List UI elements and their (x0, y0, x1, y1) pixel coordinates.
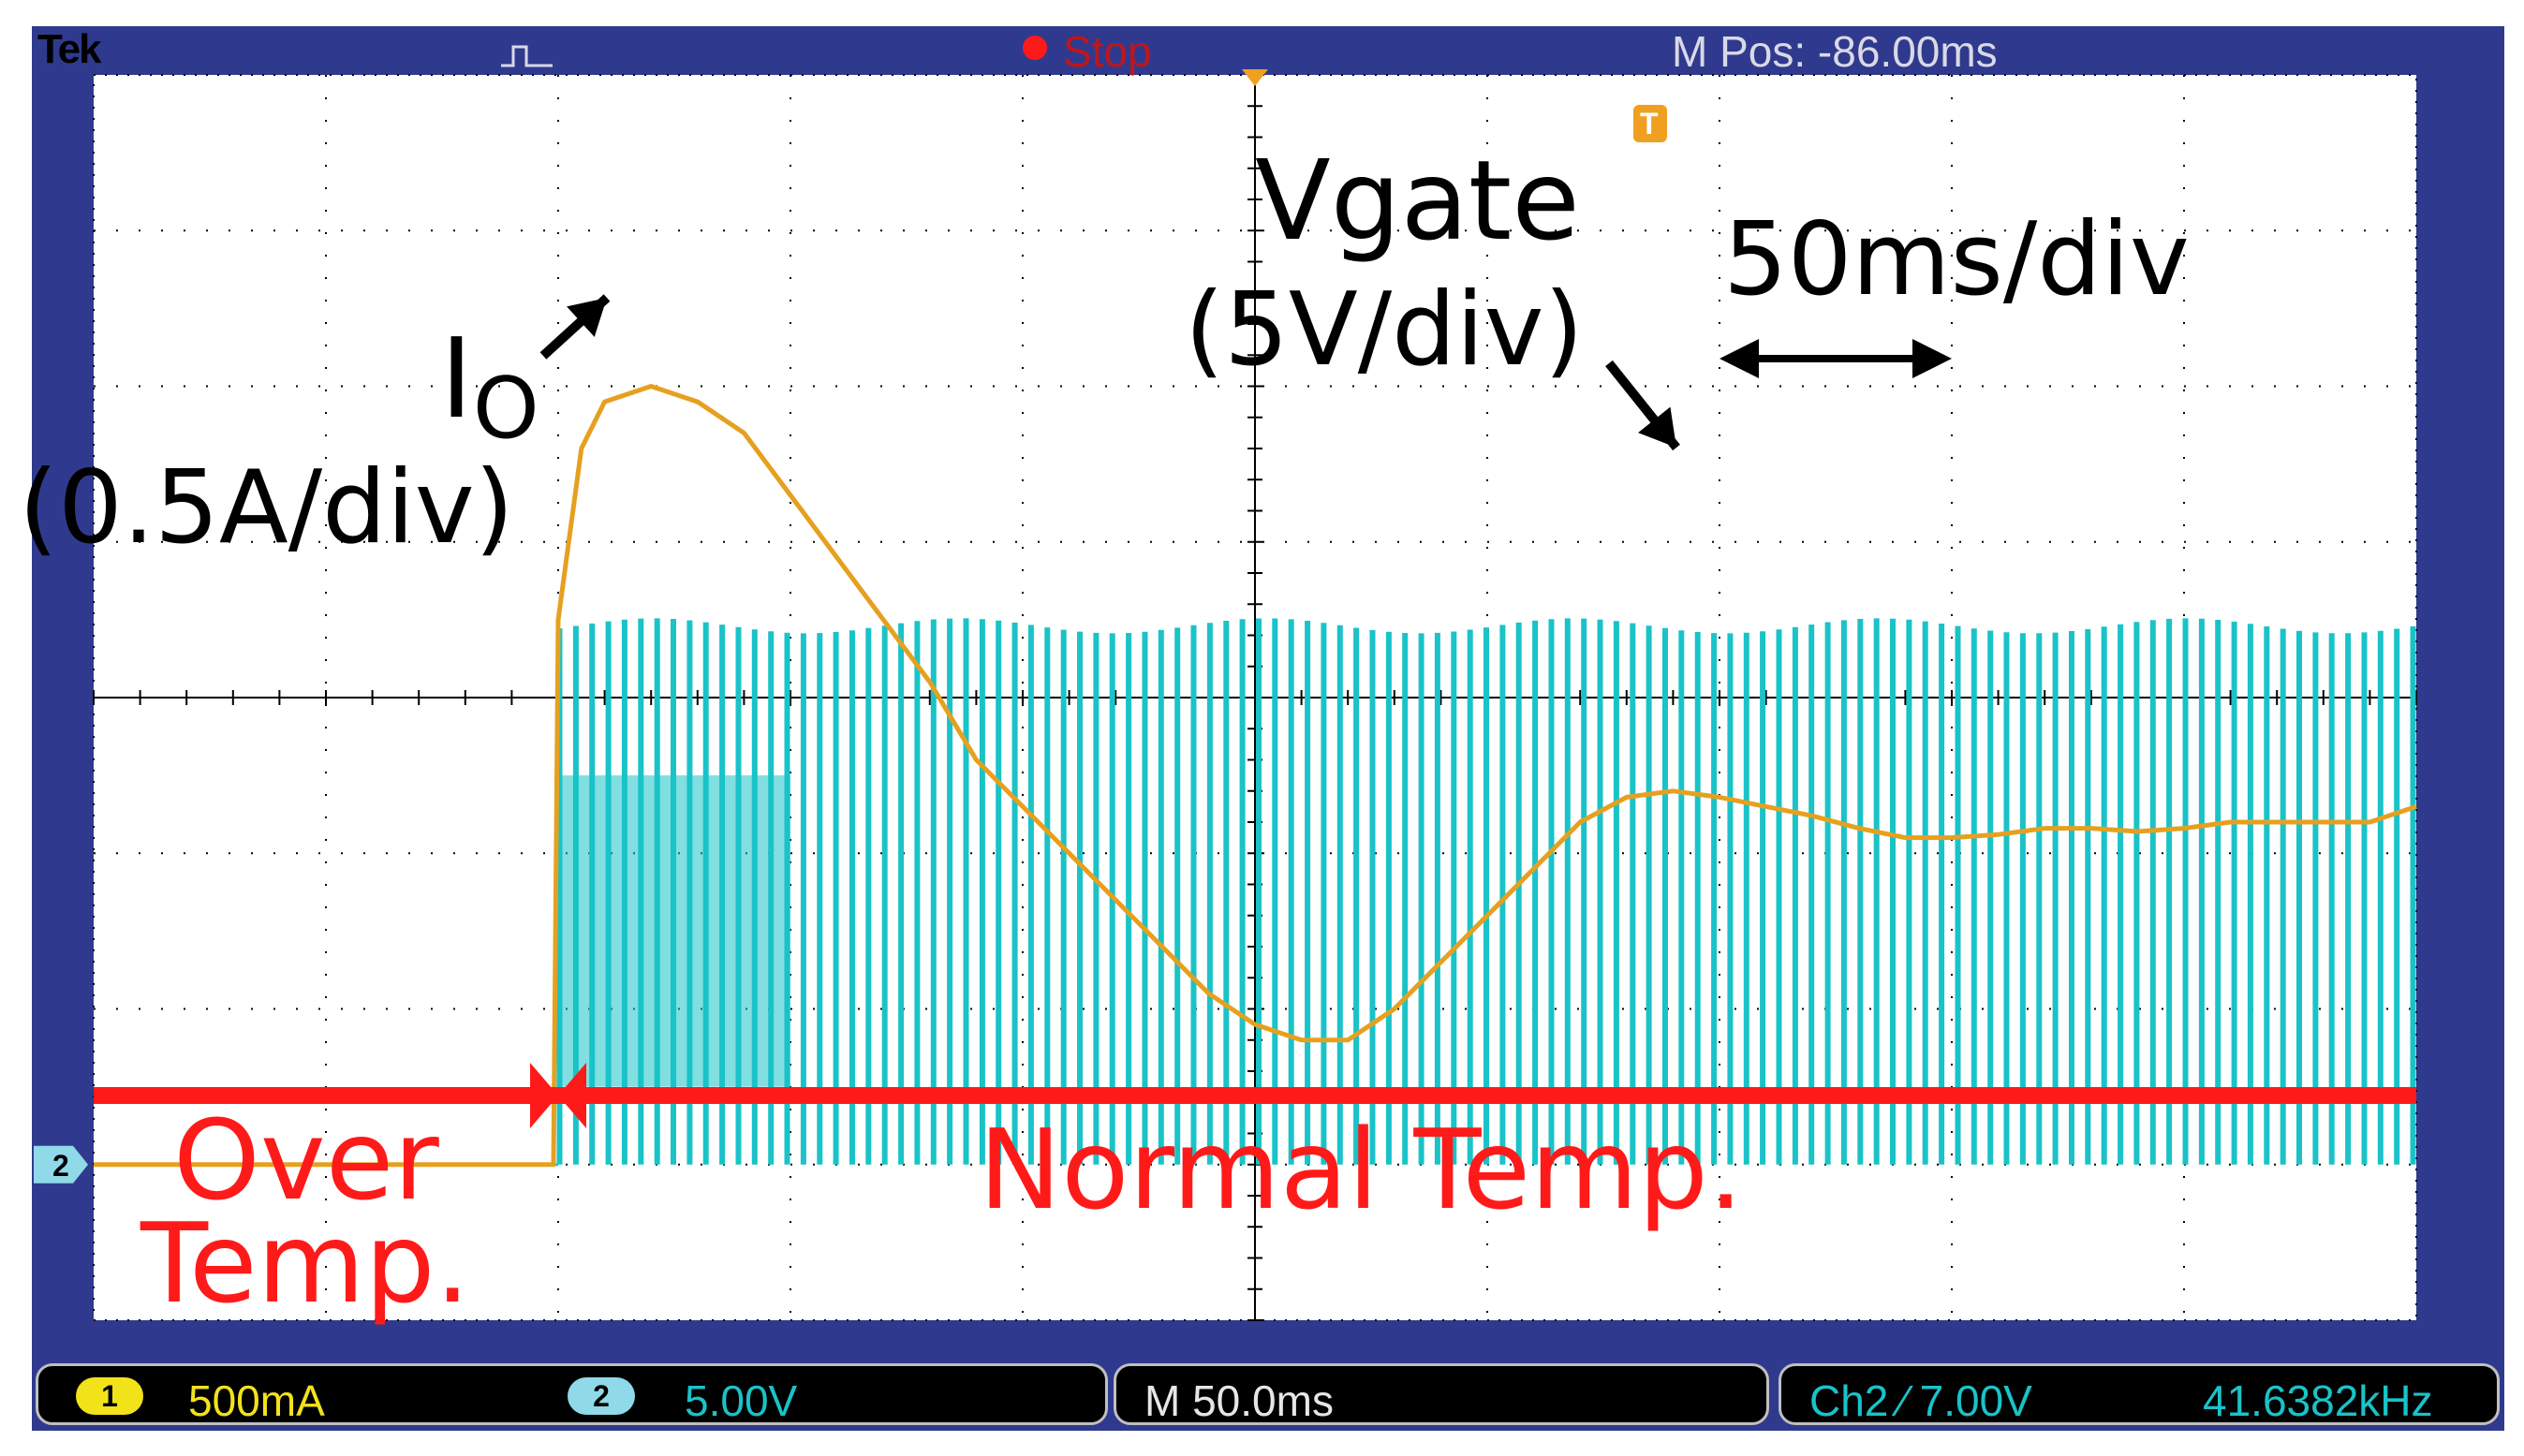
normal-temp-arrowhead (558, 1063, 586, 1128)
timebase-arrow-right-head (1912, 339, 1952, 378)
vgate-trace (94, 618, 2416, 1167)
io-scale-label: (0.5A/div) (19, 449, 514, 566)
trigger-setting: Ch2 ⁄ 7.00V (1809, 1376, 2032, 1425)
ch2-ground-marker-label: 2 (52, 1149, 69, 1183)
ch2-ground-marker (34, 1145, 88, 1184)
markers: 2T (34, 45, 1667, 1184)
pulse-glyph-icon (501, 45, 553, 67)
vgate-label: Vgate (1255, 136, 1580, 265)
over-temp-label-line1: Over (173, 1096, 439, 1225)
vgate-arrow-head (1638, 406, 1676, 448)
io-label-main: I (440, 314, 473, 443)
io-arrow-head (567, 298, 607, 337)
vgate-dense-band (558, 775, 790, 1087)
trigger-marker-icon (1633, 105, 1667, 142)
bottom-status-bar: 1 500mA 2 5.00V M 50.0ms Ch2 ⁄ 7.00V 41.… (32, 1358, 2504, 1431)
io-label-subscript: O (472, 360, 539, 458)
ch1-badge[interactable]: 1 (76, 1377, 143, 1415)
timebase-panel: M 50.0ms (1114, 1363, 1769, 1425)
channel-scale-panel: 1 500mA 2 5.00V (36, 1363, 1108, 1425)
tek-logo: Tek (37, 26, 102, 72)
over-temp-arrowhead (530, 1063, 558, 1128)
ch2-scale: 5.00V (685, 1376, 798, 1425)
timebase-value: M 50.0ms (1144, 1376, 1334, 1425)
horizontal-position: M Pos: -86.00ms (1672, 27, 1998, 76)
stop-indicator-icon (1023, 36, 1047, 60)
trigger-marker-label: T (1640, 107, 1659, 140)
io-curve (94, 384, 2417, 1168)
vgate-scale-label: (5V/div) (1185, 272, 1584, 389)
trigger-panel: Ch2 ⁄ 7.00V 41.6382kHz (1779, 1363, 2500, 1425)
vgate-pulses (556, 618, 2416, 1165)
horizontal-position-marker (1242, 69, 1268, 86)
annotation-arrows (539, 294, 1952, 451)
normal-temp-label: Normal Temp. (979, 1105, 1744, 1234)
io-trace (94, 384, 2417, 1168)
temperature-region-bar (94, 1063, 2416, 1128)
timebase-arrow-left-head (1720, 339, 1759, 378)
over-temp-label-line2: Temp. (140, 1199, 470, 1328)
acquisition-status: Stop (1063, 27, 1152, 76)
timebase-annotation: 50ms/div (1723, 201, 2190, 318)
ch1-scale: 500mA (188, 1376, 325, 1425)
io-label: IO (440, 314, 539, 458)
temp-bar-line (94, 1087, 2416, 1104)
frequency-readout: 41.6382kHz (2203, 1376, 2433, 1425)
ch2-badge[interactable]: 2 (568, 1377, 635, 1415)
